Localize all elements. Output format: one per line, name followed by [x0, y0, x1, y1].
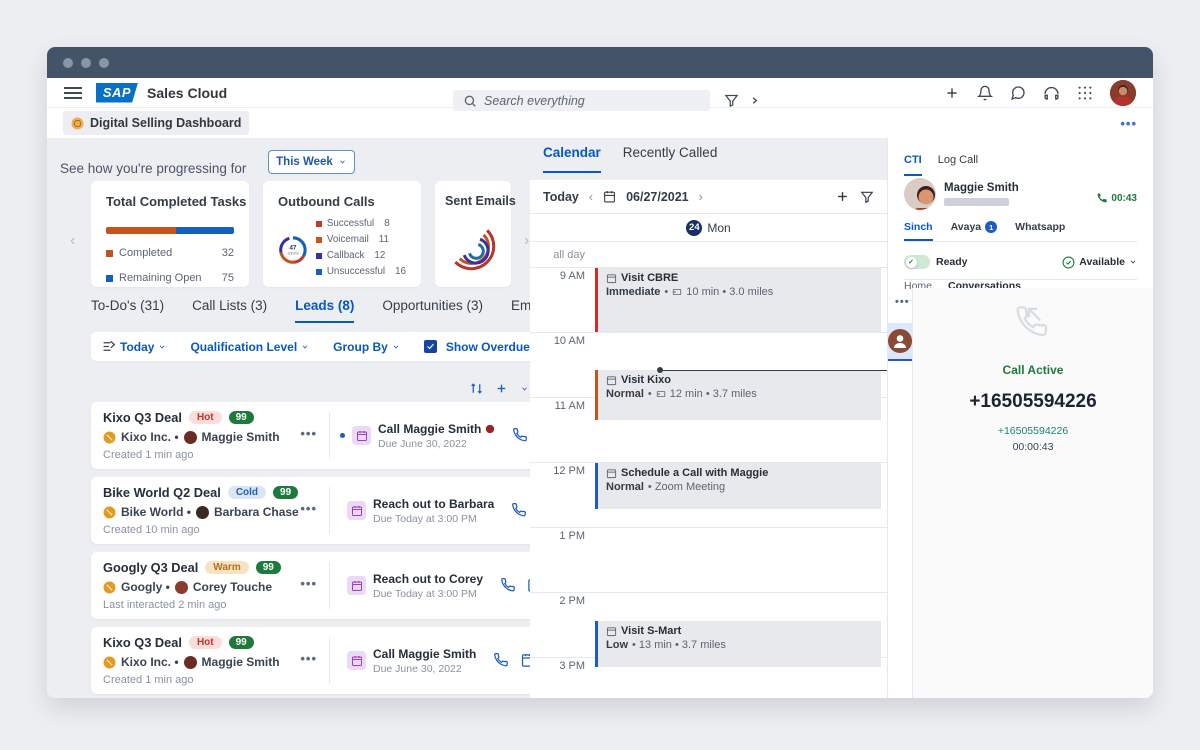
- svg-text:47: 47: [289, 244, 297, 251]
- svg-text:128 min: 128 min: [287, 252, 299, 256]
